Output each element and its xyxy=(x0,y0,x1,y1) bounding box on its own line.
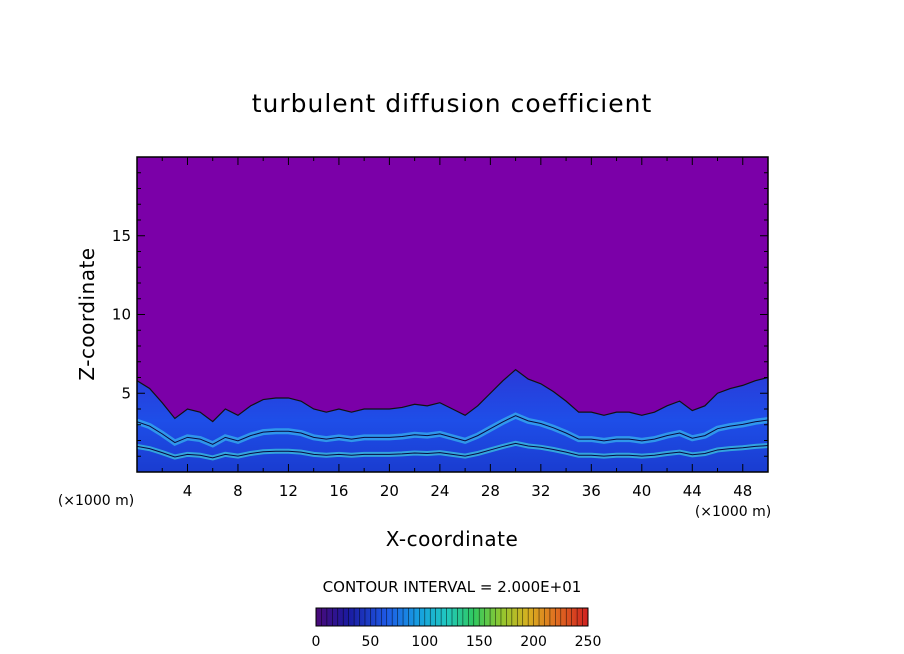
x-tick-label: 8 xyxy=(233,482,243,500)
x-tick-label: 32 xyxy=(531,482,550,500)
colorbar-tick-label: 50 xyxy=(361,634,379,650)
chart-title: turbulent diffusion coefficient xyxy=(252,89,653,118)
inner-contour-lower xyxy=(137,442,768,459)
turbulent-layer xyxy=(137,368,768,472)
x-right-unit-label: (×1000 m) xyxy=(695,504,771,520)
y-axis-label: Z-coordinate xyxy=(75,247,99,380)
colorbar-tick-label: 200 xyxy=(520,634,547,650)
x-tick-label: 44 xyxy=(683,482,702,500)
x-tick-label: 16 xyxy=(329,482,348,500)
x-tick-label: 24 xyxy=(430,482,449,500)
colorbar-tick-label: 150 xyxy=(466,634,493,650)
x-tick-label: 48 xyxy=(733,482,752,500)
x-left-unit-label: (×1000 m) xyxy=(58,493,134,509)
x-tick-label: 40 xyxy=(632,482,651,500)
x-tick-label: 20 xyxy=(380,482,399,500)
x-tick-label: 28 xyxy=(481,482,500,500)
layer-top-contour xyxy=(137,368,768,423)
x-tick-label: 12 xyxy=(279,482,298,500)
x-axis-label: X-coordinate xyxy=(386,527,519,551)
x-tick-label: 36 xyxy=(582,482,601,500)
colorbar-stripes xyxy=(321,608,583,626)
colorbar-tick-label: 0 xyxy=(312,634,321,650)
y-tick-label: 5 xyxy=(121,384,131,402)
y-tick-label: 10 xyxy=(112,306,131,324)
y-tick-label: 15 xyxy=(112,227,131,245)
x-tick-label: 4 xyxy=(183,482,193,500)
colorbar-tick-label: 100 xyxy=(411,634,438,650)
contour-interval-label: CONTOUR INTERVAL = 2.000E+01 xyxy=(323,578,582,596)
inner-contour-upper xyxy=(137,415,768,445)
colorbar-tick-label: 250 xyxy=(575,634,602,650)
turbulent-layer-fill xyxy=(137,369,768,472)
colorbar-ticks: 0 50 100 150 200 250 xyxy=(312,634,602,650)
